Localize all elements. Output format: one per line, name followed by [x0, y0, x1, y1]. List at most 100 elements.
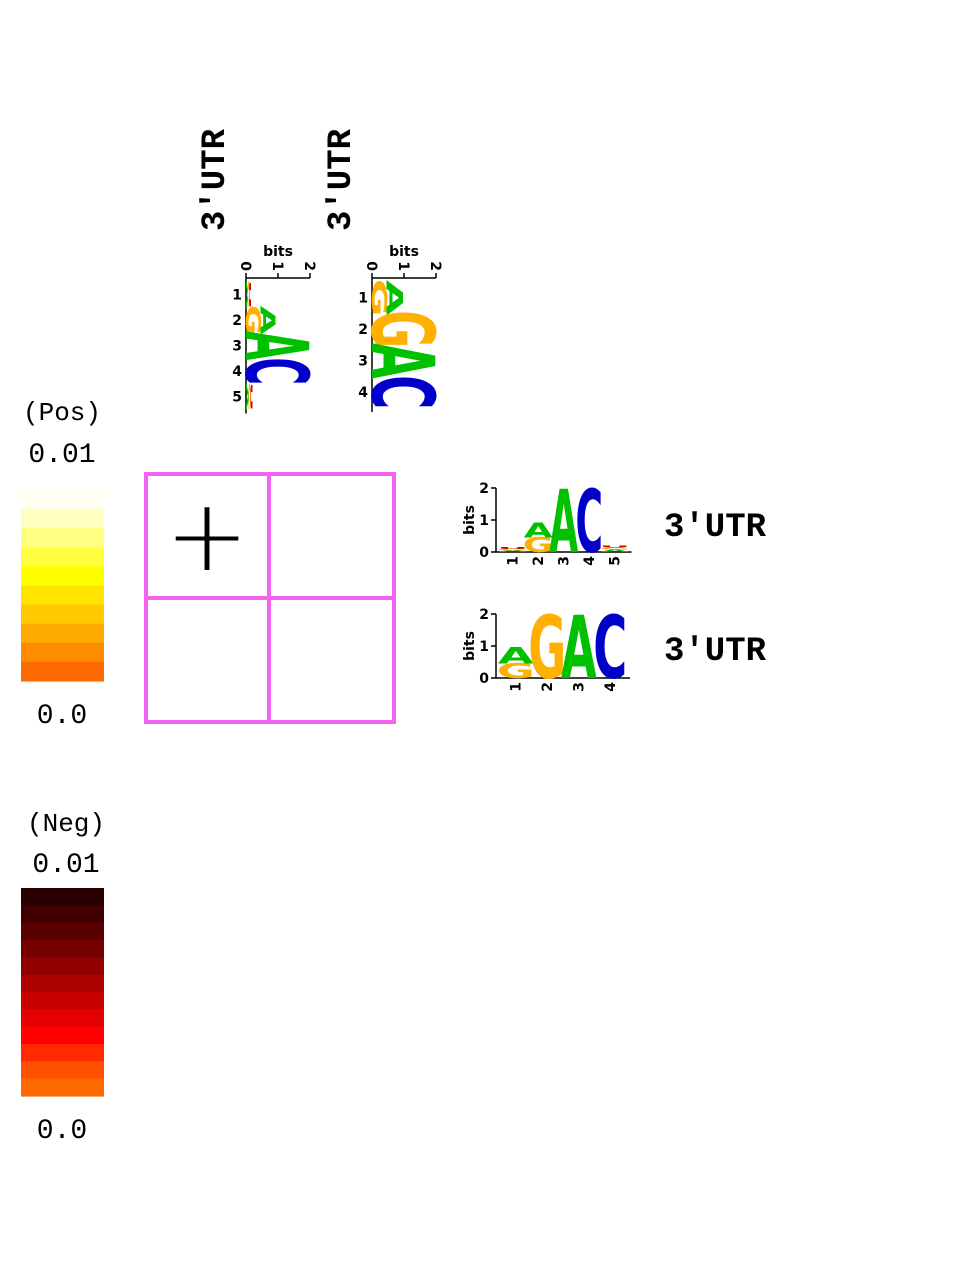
legend-pos-min: 0.0 — [37, 701, 87, 732]
col-logo-1-letter-pos2-A: A — [255, 306, 278, 336]
legend-pos-swatch-2 — [21, 509, 104, 529]
row-logo-2-position-2: 2 — [540, 682, 556, 692]
legend-neg-swatch-12 — [21, 1078, 104, 1097]
row-logo-2-tick-label-2: 2 — [479, 607, 489, 623]
col-logo-1-letter-pos2-G: G — [241, 305, 264, 336]
row-logo-2-letter-pos4-C: C — [593, 599, 627, 699]
col-logo-2-tick-label-2: 2 — [427, 261, 443, 271]
row-logo-1-position-1: 1 — [506, 556, 522, 566]
col-logo-2-tick-label-1: 1 — [395, 261, 411, 271]
col-logo-1-tick-label-2: 2 — [301, 261, 317, 271]
legend-pos-swatch-3 — [21, 528, 104, 548]
col-logo-1-tick-label-1: 1 — [269, 261, 285, 271]
row-logo-2-position-3: 3 — [572, 682, 588, 692]
row-logo-1-letter-pos4-C: C — [575, 472, 603, 573]
legend-pos-swatch-5 — [21, 566, 104, 587]
legend-neg-swatch-9 — [21, 1026, 104, 1045]
col-logo-2-letter-pos4-C: C — [351, 375, 451, 409]
legend-neg-swatch-7 — [21, 992, 104, 1010]
col-logo-1-position-1: 1 — [232, 288, 242, 304]
row-logo-1-tick-label-2: 2 — [479, 481, 489, 497]
row-logo-1-letter-pos2-A: A — [524, 520, 554, 543]
col-logo-1-position-4: 4 — [232, 364, 242, 380]
row-logo-1-letter-pos5-U: U — [600, 545, 630, 548]
legend-neg-swatch-3 — [21, 922, 104, 941]
grid-cell-1-2 — [267, 472, 396, 600]
row-label-1: 3′UTR — [664, 509, 767, 547]
col-logo-2-letter-pos3-A: A — [351, 343, 451, 379]
legend-neg-min: 0.0 — [37, 1116, 87, 1147]
legend-pos-swatch-6 — [21, 585, 104, 606]
col-logo-2-tick-label-0: 0 — [363, 261, 379, 271]
row-logo-1-letter-pos5-G: G — [599, 547, 630, 550]
row-logo-2-position-4: 4 — [603, 682, 619, 692]
legend-neg-swatch-2 — [21, 905, 104, 924]
col-logo-2-letter-pos1-G: G — [367, 279, 390, 317]
legend-pos-colorbar — [21, 490, 104, 682]
legend-neg-swatch-5 — [21, 957, 104, 976]
legend-pos-swatch-8 — [21, 623, 104, 644]
legend-neg-swatch-11 — [21, 1061, 104, 1080]
col-logo-2-position-1: 1 — [358, 291, 368, 307]
legend-pos-swatch-4 — [21, 547, 104, 567]
col-logo-1-letter-pos1-U: U — [249, 280, 252, 310]
legend-neg-swatch-8 — [21, 1009, 104, 1028]
row-logo-2-letter-pos2-G: G — [528, 599, 566, 699]
col-logo-1-letter-pos1-G: G — [247, 279, 250, 310]
col-logo-1-position-5: 5 — [232, 390, 242, 406]
legend-pos-swatch-7 — [21, 604, 104, 625]
col-logo-2-letter-pos1-A: A — [381, 280, 407, 316]
row-label-2: 3′UTR — [664, 633, 767, 671]
legend-negative: (Neg) 0.01 0.0 — [21, 809, 105, 1147]
row-logo-1-position-3: 3 — [557, 556, 573, 566]
col-logo-1-letter-pos1-A: A — [245, 280, 248, 310]
row-logo-1-tick-label-0: 0 — [479, 545, 489, 561]
legend-pos-swatch-10 — [21, 661, 104, 682]
col-logo-1-axis-label: bits — [263, 244, 293, 260]
col-logo-2-position-4: 4 — [358, 385, 368, 401]
col-logo-2-axis-label: bits — [389, 244, 419, 260]
row-logo-1-position-2: 2 — [531, 556, 547, 566]
col-logo-2-position-3: 3 — [358, 354, 368, 370]
significance-marker: + — [165, 477, 249, 594]
legend-pos-swatch-9 — [21, 642, 104, 663]
grid-cell-2-2 — [267, 596, 396, 724]
legend-neg-colorbar — [21, 888, 104, 1097]
legend-neg-swatch-1 — [21, 888, 104, 906]
row-logo-2-letter-pos1-A: A — [498, 643, 534, 669]
similarity-grid: + — [144, 472, 396, 724]
row-logo-1-letter-pos5-A: A — [600, 549, 630, 553]
row-logo-2-position-1: 1 — [509, 682, 525, 692]
row-logo-1-axis-label: bits — [462, 505, 478, 535]
legend-pos-swatch-1 — [21, 490, 104, 510]
col-logo-1-position-3: 3 — [232, 339, 242, 355]
column-label-2: 3′UTR — [323, 128, 361, 231]
row-logo-1-letter-pos1-A: A — [498, 550, 528, 553]
row-logo-2-tick-label-0: 0 — [479, 671, 489, 687]
row-logo-1-letter-pos3-A: A — [549, 472, 578, 573]
row-logo-1-position-5: 5 — [608, 556, 624, 566]
legend-neg-title: (Neg) — [27, 809, 105, 839]
row-logo-1-letter-pos1-G: G — [497, 548, 528, 551]
legend-neg-max: 0.01 — [32, 850, 99, 881]
row-logo-1-tick-label-1: 1 — [479, 513, 489, 529]
col-logo-1-position-2: 2 — [232, 313, 242, 329]
row-logo-1-position-4: 4 — [582, 556, 598, 566]
legend-pos-title: (Pos) — [23, 398, 101, 428]
row-logo-2-tick-label-1: 1 — [479, 639, 489, 655]
legend-positive: (Pos) 0.01 0.0 — [21, 398, 104, 732]
grid-cell-2-1 — [144, 596, 271, 724]
legend-pos-max: 0.01 — [28, 440, 95, 471]
col-logo-1-letter-pos5-G: G — [248, 381, 251, 412]
legend-neg-swatch-6 — [21, 974, 104, 993]
row-logo-1-letter-pos2-G: G — [523, 534, 554, 557]
row-logo-2-axis-label: bits — [462, 631, 478, 661]
column-label-1: 3′UTR — [197, 128, 235, 231]
